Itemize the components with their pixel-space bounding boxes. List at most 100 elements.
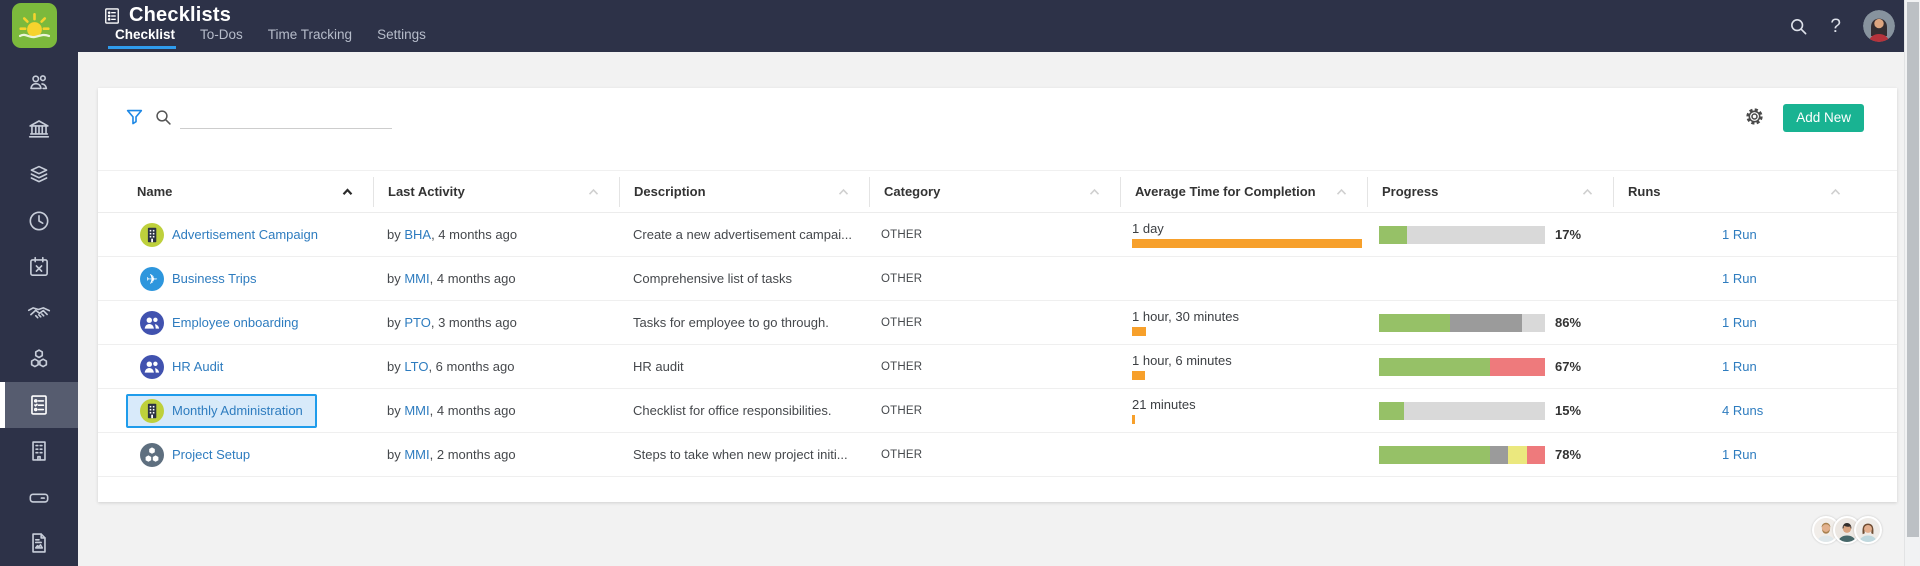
progress-segment-green (1379, 446, 1490, 464)
progress-segment-green (1379, 402, 1404, 420)
runs-link[interactable]: 1 Run (1722, 447, 1757, 462)
table-row[interactable]: Advertisement Campaign by BHA, 4 months … (98, 213, 1897, 257)
category-cell: OTHER (869, 405, 1120, 417)
main-content: Add New Name Last Activity Description C… (78, 52, 1904, 566)
table-row[interactable]: Employee onboarding by PTO, 3 months ago… (98, 301, 1897, 345)
table-row[interactable]: Monthly Administration by MMI, 4 months … (98, 389, 1897, 433)
table-row[interactable]: HR Audit by LTO, 6 months ago HR audit O… (98, 345, 1897, 389)
tab-settings[interactable]: Settings (377, 27, 426, 49)
last-activity-cell: by BHA, 4 months ago (373, 227, 619, 242)
users-icon (140, 311, 164, 335)
user-avatar[interactable] (1863, 10, 1895, 42)
author-link[interactable]: MMI (404, 447, 429, 462)
column-header-last-activity[interactable]: Last Activity (373, 177, 619, 207)
column-header-category[interactable]: Category (869, 177, 1120, 207)
sidebar-item-bank[interactable] (0, 106, 78, 152)
progress-bar (1379, 314, 1545, 332)
author-link[interactable]: PTO (404, 315, 431, 330)
avg-time-cell: 1 day (1120, 221, 1367, 248)
author-link[interactable]: MMI (404, 271, 429, 286)
sidebar-item-handshake[interactable] (0, 290, 78, 336)
checklist-name-cell[interactable]: Employee onboarding (126, 306, 312, 340)
author-link[interactable]: LTO (404, 359, 428, 374)
checklist-name-cell[interactable]: HR Audit (126, 350, 237, 384)
sidebar-item-drive[interactable] (0, 474, 78, 520)
category-cell: OTHER (869, 317, 1120, 329)
sort-icon (838, 188, 849, 196)
checklist-name-link[interactable]: Monthly Administration (172, 403, 303, 418)
runs-link[interactable]: 1 Run (1722, 271, 1757, 286)
avg-time-cell: 1 hour, 30 minutes (1120, 309, 1367, 336)
filter-funnel-icon[interactable] (125, 107, 144, 131)
tab-to-dos[interactable]: To-Dos (200, 27, 243, 49)
help-icon[interactable]: ? (1830, 17, 1841, 36)
checklist-name-cell[interactable]: Project Setup (126, 438, 264, 472)
checklists-table: Name Last Activity Description Category … (98, 170, 1897, 477)
progress-cell: 17% (1367, 226, 1613, 244)
tab-checklist[interactable]: Checklist (115, 27, 175, 49)
progress-segment-green (1379, 358, 1490, 376)
sort-icon (1582, 188, 1593, 196)
users-icon (26, 70, 52, 96)
sidebar-item-cubes[interactable] (0, 336, 78, 382)
sidebar-item-building[interactable] (0, 428, 78, 474)
checklist-name-cell[interactable]: ✈ Business Trips (126, 262, 271, 296)
search-icon[interactable] (1789, 17, 1808, 36)
description-cell: HR audit (619, 359, 869, 374)
sun-logo-icon (12, 3, 57, 48)
progress-bar (1379, 446, 1545, 464)
calendar-x-icon (26, 254, 52, 280)
progress-cell: 78% (1367, 446, 1613, 464)
avg-time-bar (1132, 327, 1146, 336)
column-header-description[interactable]: Description (619, 177, 869, 207)
description-cell: Tasks for employee to go through. (619, 315, 869, 330)
avg-time-label: 1 hour, 30 minutes (1132, 309, 1367, 324)
add-new-button[interactable]: Add New (1783, 104, 1864, 132)
settings-gear-icon[interactable] (1743, 105, 1766, 133)
column-header-name[interactable]: Name (98, 177, 373, 207)
sidebar-item-checklists[interactable] (0, 382, 78, 428)
building-icon (26, 438, 52, 464)
last-activity-cell: by MMI, 4 months ago (373, 271, 619, 286)
runs-link[interactable]: 4 Runs (1722, 403, 1763, 418)
checklist-name-cell[interactable]: Monthly Administration (126, 394, 317, 428)
author-link[interactable]: MMI (404, 403, 429, 418)
sidebar-item-document[interactable] (0, 520, 78, 566)
sidebar-item-layers[interactable] (0, 152, 78, 198)
tab-time-tracking[interactable]: Time Tracking (268, 27, 352, 49)
progress-segment-red (1527, 446, 1545, 464)
checklist-name-cell[interactable]: Advertisement Campaign (126, 218, 332, 252)
building-icon (140, 223, 164, 247)
checklist-name-link[interactable]: Employee onboarding (172, 315, 298, 330)
progress-percent: 17% (1555, 227, 1581, 242)
column-header-avg-time[interactable]: Average Time for Completion (1120, 177, 1367, 207)
page-scrollbar[interactable] (1904, 0, 1920, 566)
app-logo[interactable] (12, 3, 57, 48)
runs-link[interactable]: 1 Run (1722, 315, 1757, 330)
sort-icon (1089, 188, 1100, 196)
progress-segment-lightgray (1404, 402, 1545, 420)
teammate-3-image (1856, 518, 1880, 542)
runs-link[interactable]: 1 Run (1722, 359, 1757, 374)
runs-link[interactable]: 1 Run (1722, 227, 1757, 242)
table-row[interactable]: ✈ Business Trips by MMI, 4 months ago Co… (98, 257, 1897, 301)
column-header-progress[interactable]: Progress (1367, 177, 1613, 207)
scrollbar-thumb[interactable] (1907, 2, 1919, 537)
column-header-runs[interactable]: Runs (1613, 177, 1897, 207)
cubes-icon (26, 346, 52, 372)
progress-cell: 15% (1367, 402, 1613, 420)
building-icon (140, 399, 164, 423)
checklist-name-link[interactable]: HR Audit (172, 359, 223, 374)
author-link[interactable]: BHA (404, 227, 431, 242)
page-title: Checklists (129, 4, 231, 27)
table-row[interactable]: Project Setup by MMI, 2 months ago Steps… (98, 433, 1897, 477)
teammate-avatar-3[interactable] (1854, 516, 1882, 544)
sidebar-item-clock[interactable] (0, 198, 78, 244)
checklist-name-link[interactable]: Business Trips (172, 271, 257, 286)
sidebar-item-calendar[interactable] (0, 244, 78, 290)
checklist-name-link[interactable]: Advertisement Campaign (172, 227, 318, 242)
checklist-name-link[interactable]: Project Setup (172, 447, 250, 462)
sidebar-item-users[interactable] (0, 60, 78, 106)
progress-segment-green (1379, 226, 1407, 244)
search-input[interactable] (180, 103, 392, 129)
